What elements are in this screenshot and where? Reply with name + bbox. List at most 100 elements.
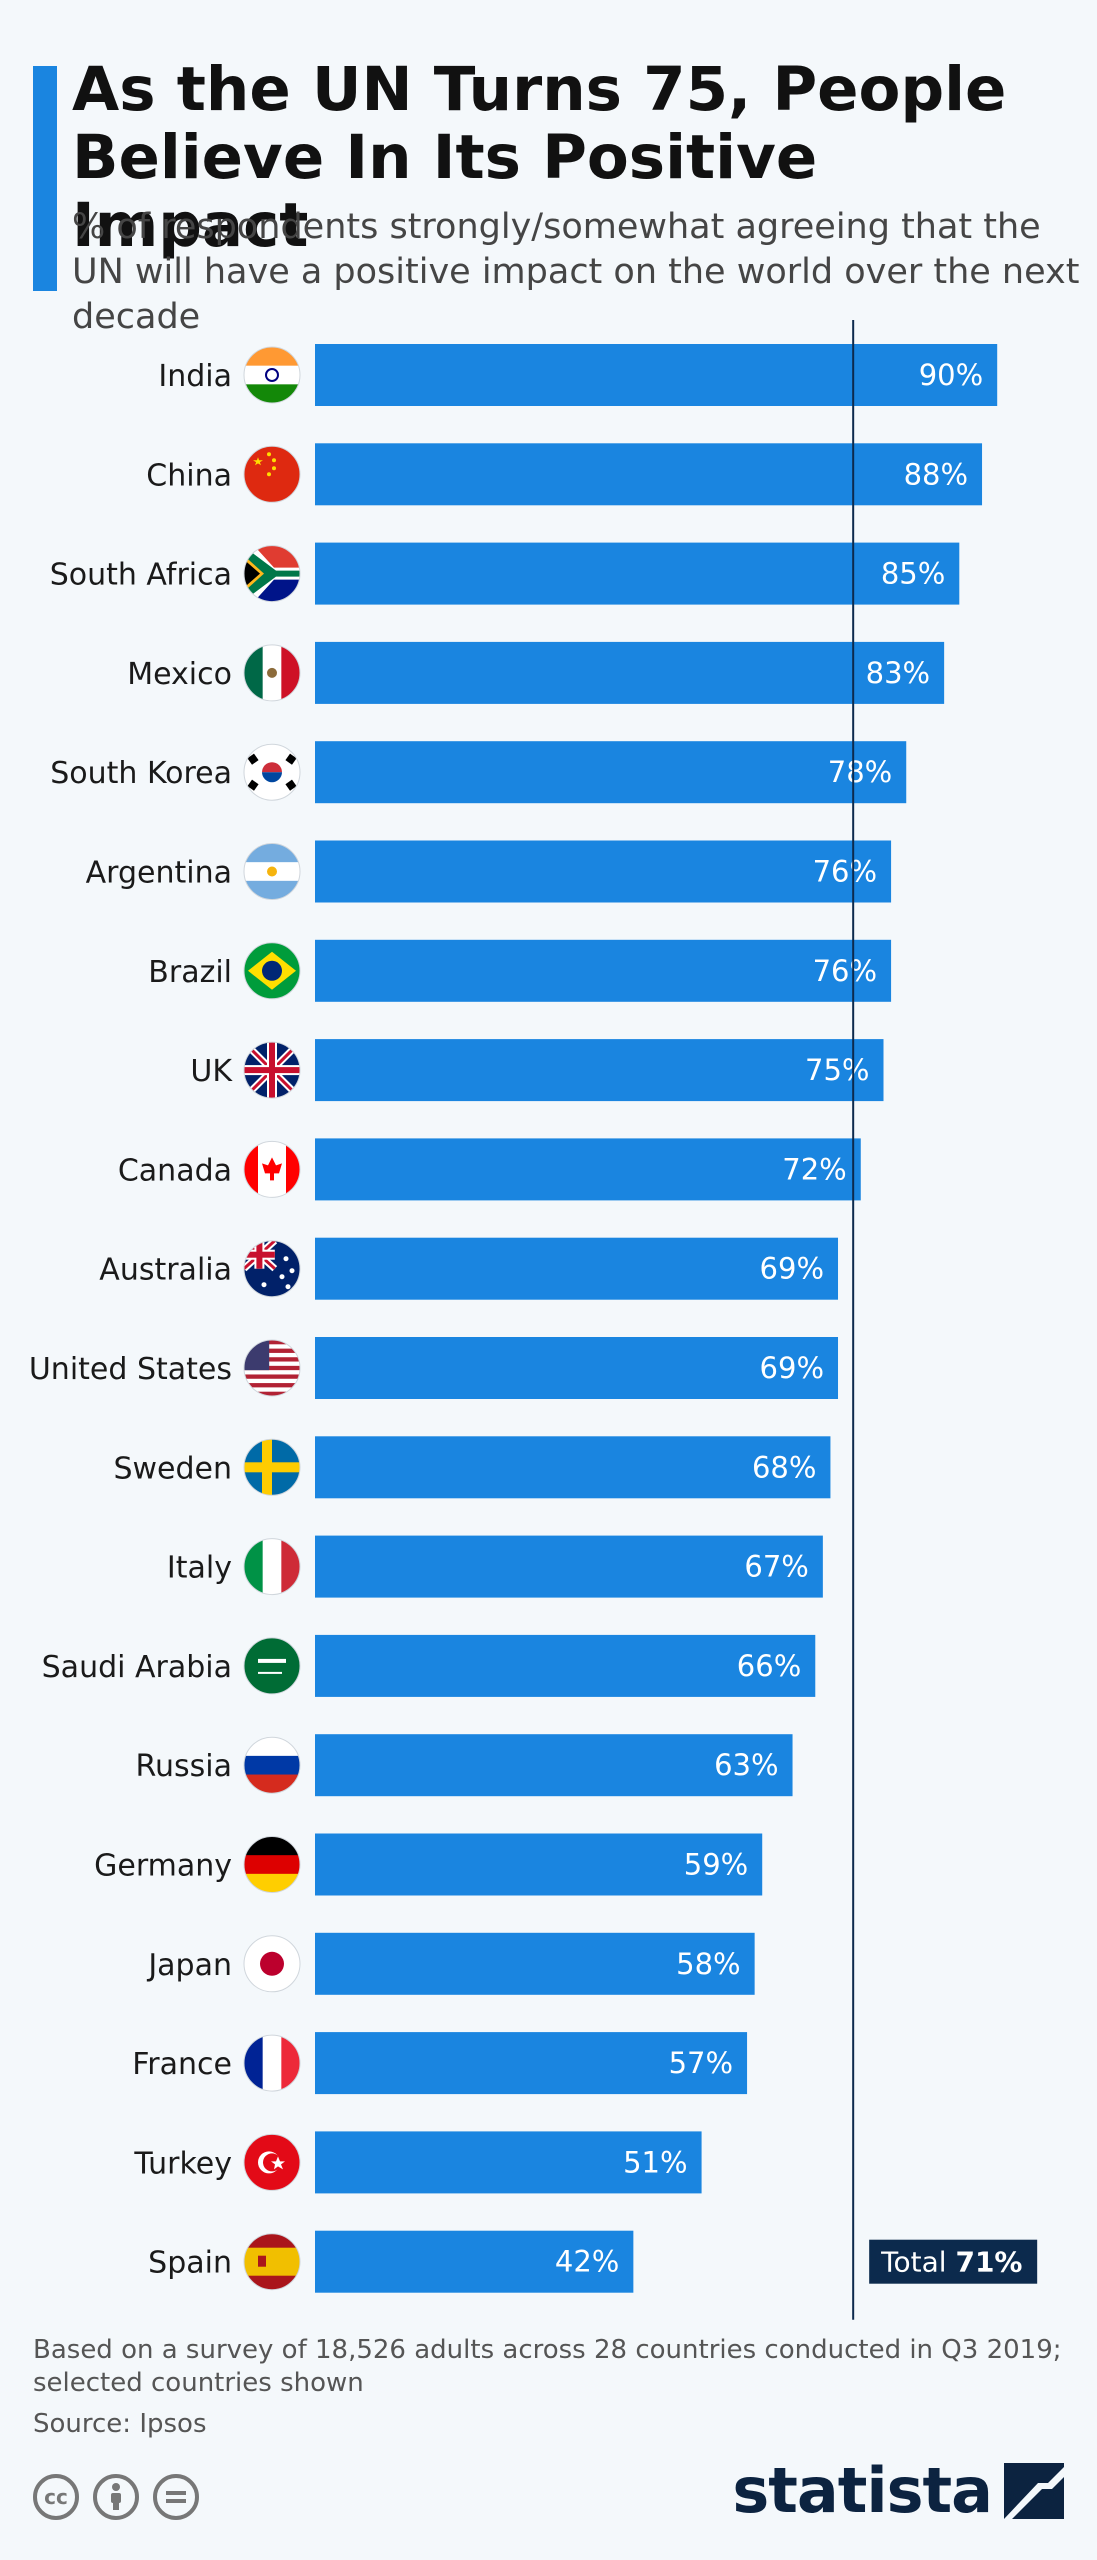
flag-united-states-icon	[243, 1339, 301, 1397]
statista-logo: statista	[732, 2454, 1064, 2527]
category-label: Argentina	[86, 856, 232, 891]
bar	[315, 542, 960, 605]
data-label: 90%	[919, 358, 983, 392]
category-label: Sweden	[113, 1451, 232, 1486]
footnote: Based on a survey of 18,526 adults acros…	[33, 2335, 1062, 2398]
flag-sweden-icon	[243, 1438, 301, 1496]
bar	[315, 1932, 755, 1995]
category-label: Spain	[148, 2246, 232, 2281]
bar	[315, 1237, 839, 1300]
bar	[315, 1039, 884, 1102]
chart-row: Turkey 51%	[133, 2131, 702, 2194]
data-label: 85%	[881, 557, 945, 591]
bar	[315, 741, 907, 804]
bar	[315, 2131, 702, 2194]
bar	[315, 840, 892, 903]
flag-france-icon	[243, 2034, 301, 2092]
data-label: 59%	[684, 1848, 748, 1882]
category-label: Japan	[146, 1948, 232, 1983]
bar-chart: India 90% China 88% South Africa 85% Mexico 83%…	[29, 320, 1038, 2320]
bar	[315, 1535, 823, 1598]
flag-italy-icon	[243, 1538, 301, 1596]
category-label: Canada	[118, 1153, 232, 1188]
category-label: Australia	[99, 1253, 232, 1288]
brand-name: statista	[732, 2454, 993, 2527]
category-label: South Korea	[50, 756, 232, 791]
category-label: Italy	[167, 1551, 232, 1586]
flag-south-africa-icon	[243, 545, 301, 603]
bar	[315, 2230, 634, 2293]
license-icons: cc	[33, 2474, 199, 2520]
bar	[315, 2032, 748, 2095]
chart-row: Canada 72%	[118, 1138, 861, 1201]
category-label: South Africa	[50, 558, 232, 593]
data-label: 67%	[744, 1550, 808, 1584]
total-label-box	[869, 2239, 1038, 2284]
no-derivatives-icon	[153, 2474, 199, 2520]
category-label: Saudi Arabia	[42, 1650, 232, 1685]
data-label: 72%	[782, 1152, 846, 1186]
chart-row: Sweden 68%	[113, 1436, 831, 1499]
attribution-icon	[93, 2474, 139, 2520]
data-label: 76%	[813, 855, 877, 889]
category-label: China	[146, 458, 232, 493]
chart-row: South Korea 78%	[50, 741, 907, 804]
flag-brazil-icon	[243, 942, 301, 1000]
chart-row: South Africa 85%	[50, 542, 960, 605]
data-label: 75%	[805, 1053, 869, 1087]
data-label: 83%	[866, 656, 930, 690]
data-label: 51%	[623, 2145, 687, 2179]
chart-row: UK 75%	[190, 1039, 884, 1102]
bar	[315, 1833, 763, 1896]
title-accent-bar	[33, 66, 57, 291]
category-label: United States	[29, 1352, 232, 1387]
chart-row: Saudi Arabia 66%	[42, 1634, 816, 1697]
bar	[315, 1734, 793, 1797]
chart-row: China 88%	[146, 443, 983, 506]
chart-row: Russia 63%	[136, 1734, 793, 1797]
category-label: Turkey	[133, 2146, 232, 2181]
bar	[315, 344, 998, 406]
category-label: Mexico	[127, 657, 232, 692]
chart-row: United States 69%	[29, 1337, 839, 1399]
statista-mark-icon	[1004, 2462, 1064, 2519]
chart-row: Japan 58%	[146, 1932, 755, 1995]
data-label: 63%	[714, 1748, 778, 1782]
flag-india-icon	[243, 346, 301, 404]
flag-canada-icon	[243, 1140, 301, 1198]
category-label: India	[158, 359, 232, 394]
flag-mexico-icon	[243, 644, 301, 702]
chart-row: France 57%	[132, 2032, 748, 2095]
bar	[315, 1138, 861, 1201]
bar	[315, 939, 892, 1002]
category-label: France	[132, 2047, 232, 2082]
chart-row: Spain 42%	[148, 2230, 634, 2293]
bar	[315, 641, 945, 704]
data-label: 68%	[752, 1450, 816, 1484]
chart-row: Germany 59%	[94, 1833, 763, 1896]
bar	[315, 1337, 839, 1399]
flag-spain-icon	[243, 2233, 301, 2291]
total-label: Total 71%	[880, 2246, 1022, 2279]
flag-south-korea-icon	[243, 743, 301, 801]
flag-japan-icon	[243, 1935, 301, 1993]
category-label: Germany	[94, 1849, 232, 1884]
flag-germany-icon	[243, 1836, 301, 1893]
data-label: 69%	[760, 1351, 824, 1385]
category-label: Brazil	[148, 955, 232, 990]
chart-row: Australia 69%	[99, 1237, 839, 1300]
data-label: 58%	[676, 1947, 740, 1981]
data-label: 76%	[813, 954, 877, 988]
flag-australia-icon	[243, 1240, 301, 1298]
flag-uk-icon	[243, 1041, 301, 1099]
chart-row: Argentina 76%	[86, 840, 892, 903]
data-label: 57%	[669, 2046, 733, 2080]
chart-subtitle: % of respondents strongly/somewhat agree…	[72, 207, 1080, 337]
category-label: Russia	[136, 1749, 233, 1784]
category-label: UK	[190, 1054, 233, 1089]
source: Source: Ipsos	[33, 2409, 207, 2439]
flag-saudi-arabia-icon	[243, 1637, 301, 1695]
data-label: 88%	[904, 457, 968, 491]
flag-argentina-icon	[243, 843, 301, 900]
flag-turkey-icon	[243, 2133, 301, 2191]
